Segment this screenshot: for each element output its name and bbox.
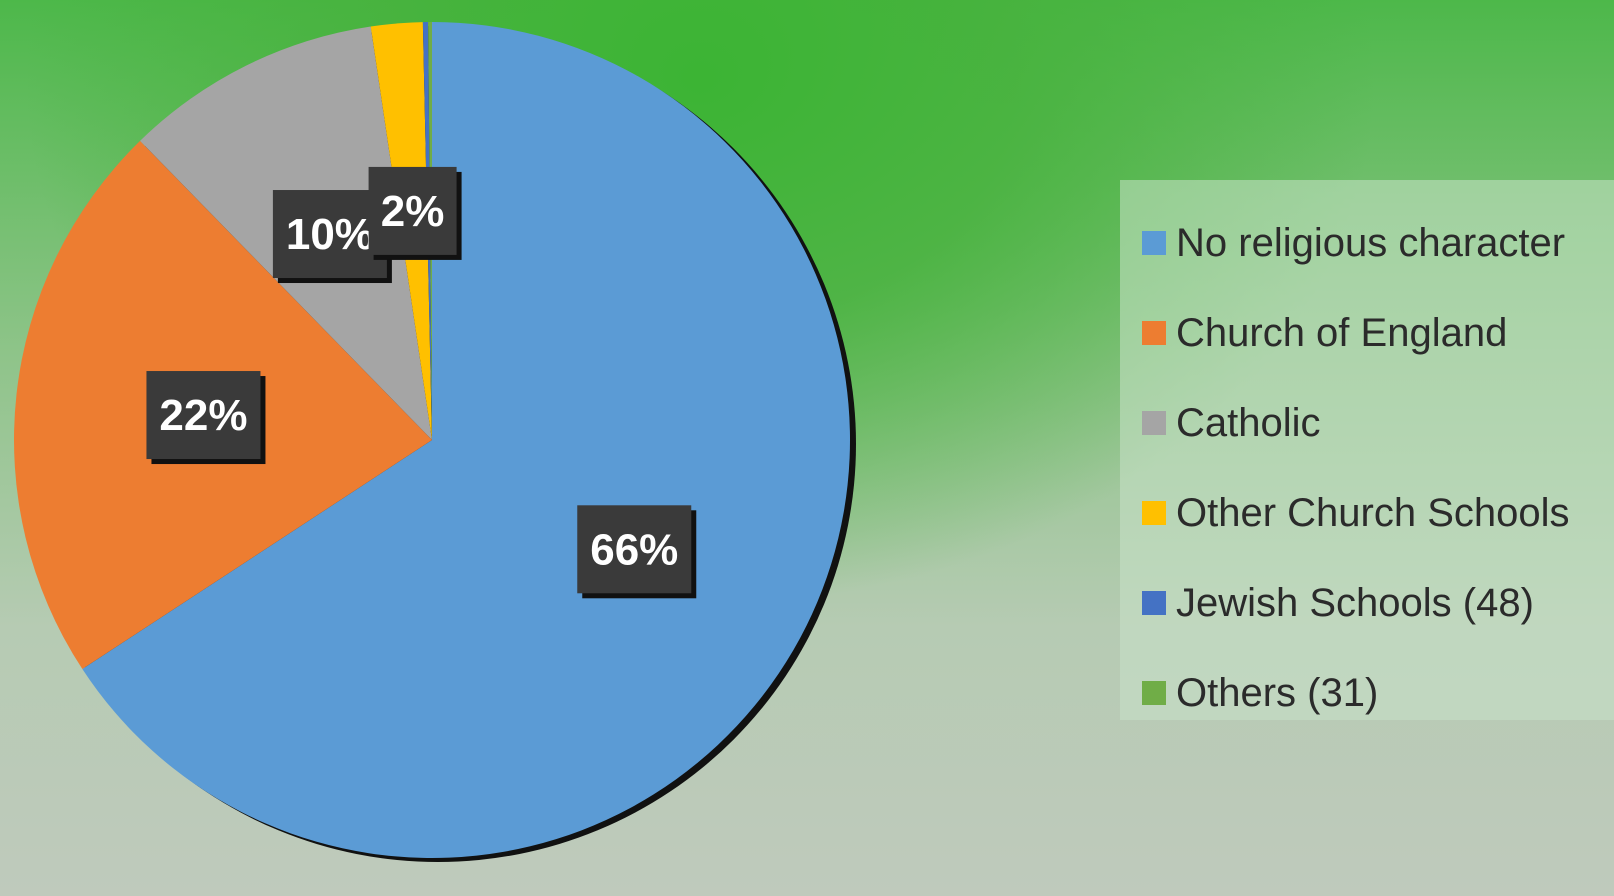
legend-label: No religious character xyxy=(1176,220,1566,265)
legend-item: Jewish Schools (48) xyxy=(1142,558,1614,648)
legend-item: Others (31) xyxy=(1142,648,1614,738)
data-label-box xyxy=(146,371,261,460)
data-label-text: 22% xyxy=(159,391,247,440)
legend-swatch xyxy=(1142,501,1166,525)
data-label-box xyxy=(577,505,692,594)
data-label-text: 2% xyxy=(381,187,445,236)
legend-swatch xyxy=(1142,411,1166,435)
legend-label: Jewish Schools (48) xyxy=(1176,580,1534,625)
legend-label: Church of England xyxy=(1176,310,1508,355)
pie-slice-1 xyxy=(82,22,850,859)
data-label-2: 22% xyxy=(146,371,266,465)
pie-data-labels: 66% 22% 10% 2% xyxy=(146,166,697,599)
data-label-box xyxy=(368,166,457,255)
data-label-text: 10% xyxy=(286,210,374,259)
legend-label: Catholic xyxy=(1176,400,1321,445)
legend-swatch xyxy=(1142,231,1166,255)
chart-legend: No religious character Church of England C… xyxy=(1120,180,1614,720)
legend-swatch xyxy=(1142,591,1166,615)
legend-swatch xyxy=(1142,321,1166,345)
legend-item: Other Church Schools xyxy=(1142,468,1614,558)
legend-swatch xyxy=(1142,681,1166,705)
data-label-4: 2% xyxy=(368,166,462,260)
legend-item: No religious character xyxy=(1142,198,1614,288)
legend-label: Others (31) xyxy=(1176,670,1379,715)
data-label-1: 66% xyxy=(577,505,697,599)
data-label-box xyxy=(272,190,387,279)
legend-item: Catholic xyxy=(1142,378,1614,468)
pie-slices xyxy=(13,22,856,862)
legend-item: Church of England xyxy=(1142,288,1614,378)
data-label-text: 66% xyxy=(590,525,678,574)
legend-label: Other Church Schools xyxy=(1176,490,1570,535)
